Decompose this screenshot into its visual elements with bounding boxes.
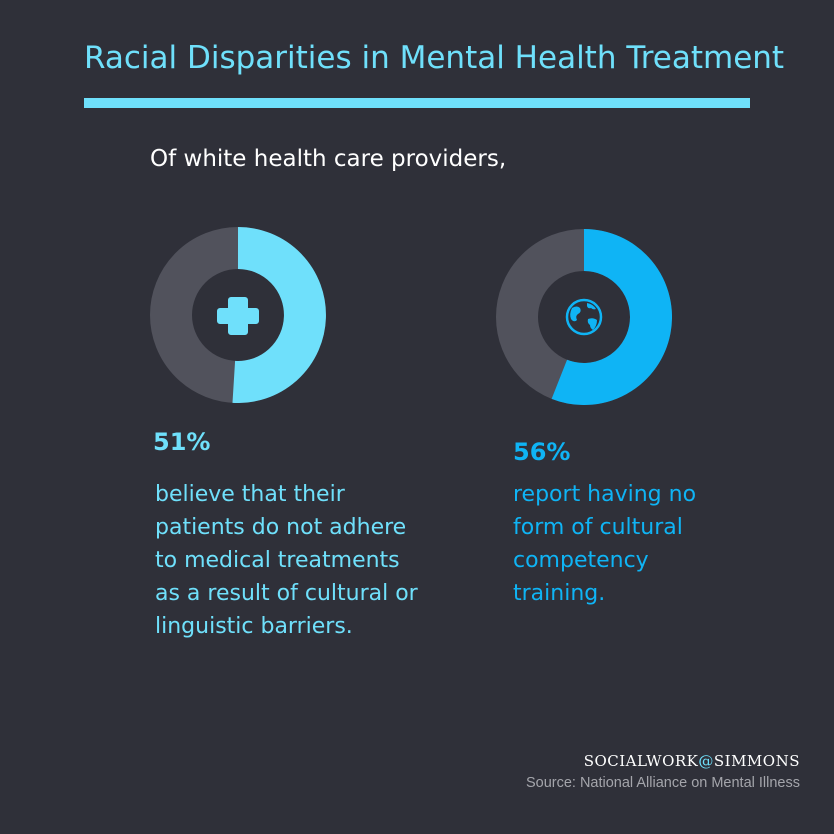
description-line: believe that their [155, 482, 345, 507]
description-text-2: report having no form of cultural competen… [513, 478, 696, 610]
percent-label-1: 51% [153, 428, 211, 456]
brand-logo: SOCIALWORK@SIMMONS [584, 752, 800, 770]
brand-at: @ [698, 752, 714, 770]
description-text-1: believe that their patients do not adhere… [155, 478, 418, 643]
chart-subtitle: Of white health care providers, [150, 146, 507, 172]
description-line: report having no [513, 482, 697, 507]
donut-chart-2 [496, 229, 672, 405]
donut-chart-1 [150, 227, 326, 403]
description-line: training. [513, 581, 606, 606]
description-line: form of cultural [513, 515, 683, 540]
description-line: to medical treatments [155, 548, 400, 573]
percent-label-2: 56% [513, 438, 571, 466]
medical-cross-icon [217, 297, 259, 335]
description-line: linguistic barriers. [155, 614, 353, 639]
title-underline [84, 98, 750, 108]
source-note: Source: National Alliance on Mental Illn… [525, 775, 800, 791]
brand-left: SOCIALWORK [583, 752, 699, 770]
chart-title: Racial Disparities in Mental Health Trea… [84, 40, 785, 76]
donut-value-arc [232, 227, 326, 403]
description-line: as a result of cultural or [155, 581, 418, 606]
brand-right: SIMMONS [713, 752, 800, 770]
globe-icon [565, 298, 603, 336]
donut-value-arc [551, 229, 672, 405]
description-line: competency [513, 548, 649, 573]
description-line: patients do not adhere [155, 515, 407, 540]
